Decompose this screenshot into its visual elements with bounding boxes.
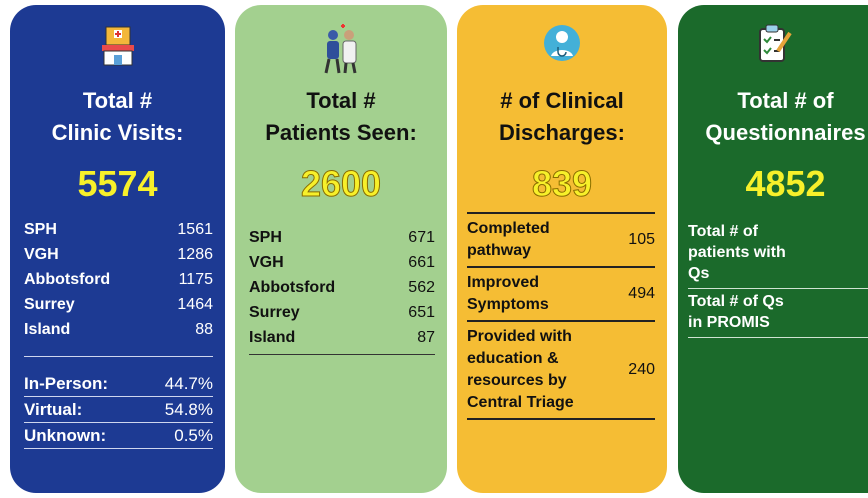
page: Total #Clinic Visits:5574SPH1561VGH1286A… bbox=[0, 0, 868, 498]
title-line: Questionnaires bbox=[678, 117, 868, 149]
breakdown-row: Completed pathway 105 bbox=[467, 214, 655, 268]
breakdown-group: Completed pathway 105 Improved Symptoms 494… bbox=[467, 212, 655, 420]
row-value: 44.7% bbox=[165, 371, 213, 396]
row-label: Improved Symptoms bbox=[467, 272, 597, 316]
row-value: 1175 bbox=[179, 267, 213, 292]
total-value: 2600 bbox=[235, 163, 447, 205]
breakdown-row: VGH 1286 bbox=[24, 242, 213, 267]
row-value: 87 bbox=[417, 325, 435, 350]
row-label: Surrey bbox=[24, 292, 75, 317]
row-label: Provided with education & resources by C… bbox=[467, 326, 597, 414]
row-value: 494 bbox=[628, 283, 655, 305]
breakdown-row: Island 87 bbox=[249, 325, 435, 350]
breakdown-row: SPH 1561 bbox=[24, 217, 213, 242]
breakdown-group: In-Person: 44.7% Virtual: 54.8% Unknown: 0.5% bbox=[24, 371, 213, 449]
clinic-icon bbox=[98, 23, 138, 69]
row-value: 1561 bbox=[177, 217, 213, 242]
row-label: SPH bbox=[24, 217, 57, 242]
row-label: Unknown: bbox=[24, 423, 106, 448]
row-value: 105 bbox=[628, 229, 655, 251]
breakdown-group: Total # of patients with Qs2704Total # o… bbox=[688, 219, 868, 338]
title-line: Total # bbox=[10, 85, 225, 117]
row-label: Abbotsford bbox=[24, 267, 110, 292]
row-value: 240 bbox=[628, 359, 655, 381]
row-label: Total # of Qs in PROMIS bbox=[688, 291, 798, 333]
row-label: In-Person: bbox=[24, 371, 108, 396]
row-label: Abbotsford bbox=[249, 275, 335, 300]
row-value: 1464 bbox=[177, 292, 213, 317]
breakdown: Completed pathway 105 Improved Symptoms 494… bbox=[467, 212, 655, 428]
breakdown: Total # of patients with Qs2704Total # o… bbox=[688, 219, 868, 346]
patients-icon bbox=[315, 23, 367, 77]
total-value: 839 bbox=[457, 163, 667, 205]
breakdown-row: Total # of patients with Qs2704 bbox=[688, 219, 868, 289]
breakdown-row: VGH 661 bbox=[249, 250, 435, 275]
row-value: 54.8% bbox=[165, 397, 213, 422]
row-value: 88 bbox=[195, 317, 213, 342]
row-label: Total # of patients with Qs bbox=[688, 221, 798, 284]
row-value: 562 bbox=[408, 275, 435, 300]
row-label: SPH bbox=[249, 225, 282, 250]
card-title: Total #Patients Seen: bbox=[235, 85, 447, 149]
total-value: 4852 bbox=[678, 163, 868, 205]
breakdown-row: Unknown: 0.5% bbox=[24, 423, 213, 449]
title-line: Clinic Visits: bbox=[10, 117, 225, 149]
row-label: Island bbox=[249, 325, 295, 350]
card-title: Total #Clinic Visits: bbox=[10, 85, 225, 149]
breakdown-row: Abbotsford 562 bbox=[249, 275, 435, 300]
title-line: Patients Seen: bbox=[235, 117, 447, 149]
row-label: Surrey bbox=[249, 300, 300, 325]
breakdown-row: Total # of Qs in PROMIS4852 bbox=[688, 289, 868, 338]
breakdown-row: Provided with education & resources by C… bbox=[467, 322, 655, 420]
row-value: 1286 bbox=[177, 242, 213, 267]
clipboard-icon bbox=[754, 23, 794, 65]
row-value: 0.5% bbox=[174, 423, 213, 448]
row-label: VGH bbox=[249, 250, 284, 275]
row-label: Completed pathway bbox=[467, 218, 597, 262]
title-line: Total # of bbox=[678, 85, 868, 117]
row-value: 671 bbox=[408, 225, 435, 250]
row-label: VGH bbox=[24, 242, 59, 267]
breakdown-row: Abbotsford 1175 bbox=[24, 267, 213, 292]
breakdown-row: Improved Symptoms 494 bbox=[467, 268, 655, 322]
row-value: 651 bbox=[408, 300, 435, 325]
row-label: Island bbox=[24, 317, 70, 342]
breakdown-row: Surrey 651 bbox=[249, 300, 435, 325]
row-label: Virtual: bbox=[24, 397, 82, 422]
breakdown-row: Surrey 1464 bbox=[24, 292, 213, 317]
breakdown-row: In-Person: 44.7% bbox=[24, 371, 213, 397]
row-value: 661 bbox=[408, 250, 435, 275]
breakdown-row: Island 88 bbox=[24, 317, 213, 342]
title-line: Discharges: bbox=[457, 117, 667, 149]
total-value: 5574 bbox=[10, 163, 225, 205]
title-line: # of Clinical bbox=[457, 85, 667, 117]
breakdown-row: SPH 671 bbox=[249, 225, 435, 250]
breakdown-row: Virtual: 54.8% bbox=[24, 397, 213, 423]
doctor-icon bbox=[542, 23, 582, 63]
title-line: Total # bbox=[235, 85, 447, 117]
